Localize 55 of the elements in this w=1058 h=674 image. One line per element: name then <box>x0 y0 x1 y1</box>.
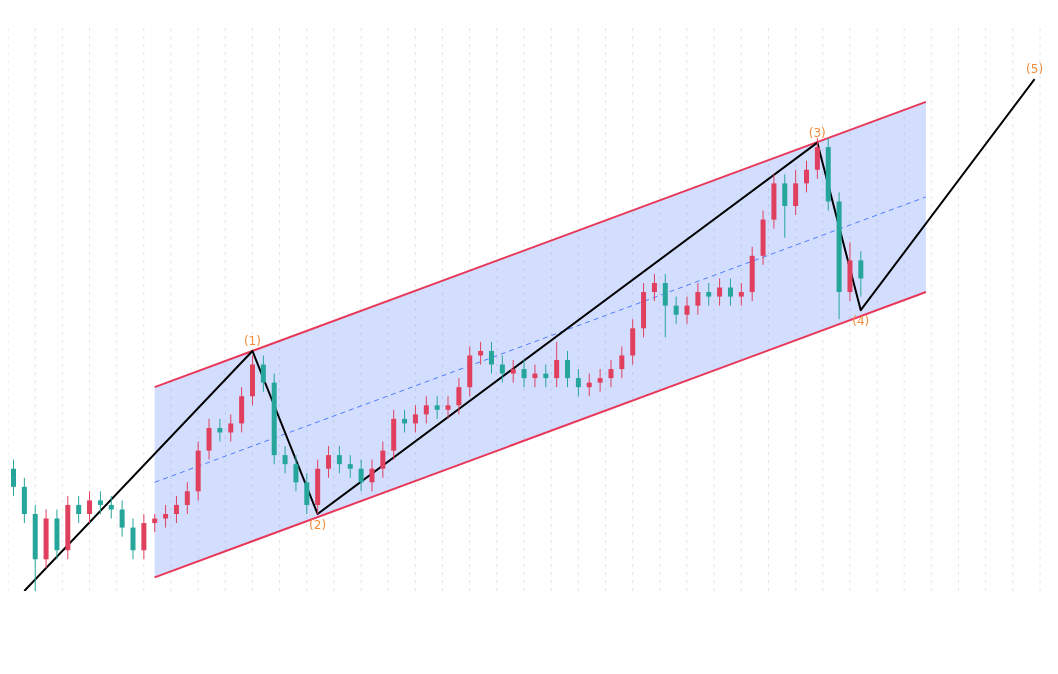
candlestick <box>597 368 603 393</box>
candlestick <box>87 490 93 524</box>
candlestick <box>706 282 712 307</box>
candlestick <box>336 445 342 474</box>
candlestick <box>97 490 103 515</box>
candlestick <box>804 160 810 193</box>
candlestick <box>11 459 16 497</box>
candlestick <box>510 359 516 384</box>
candlestick <box>282 445 288 474</box>
annotation: (4) <box>852 313 870 328</box>
annotation: (2) <box>309 517 327 532</box>
text: (5) <box>1026 62 1044 77</box>
annotation: (3) <box>808 125 826 140</box>
candlestick <box>423 395 429 424</box>
candlestick <box>814 137 820 180</box>
candlestick <box>619 345 625 379</box>
candlestick <box>554 341 560 388</box>
candlestick <box>488 341 494 375</box>
candlestick <box>782 173 788 239</box>
candlestick <box>793 169 799 216</box>
candlestick <box>293 454 299 492</box>
candlestick <box>651 273 657 302</box>
candlestick <box>369 459 375 492</box>
candlestick <box>456 377 462 415</box>
candlestick <box>575 368 581 397</box>
candlestick <box>76 495 82 524</box>
candlestick <box>858 250 864 298</box>
candlestick <box>499 354 505 384</box>
candlestick <box>717 277 723 307</box>
candlestick <box>358 459 364 492</box>
candlestick <box>412 404 418 433</box>
candlestick <box>565 350 571 388</box>
candlestick <box>184 481 190 515</box>
candlestick <box>608 359 614 388</box>
candlestick <box>173 495 179 524</box>
annotation: (1) <box>243 333 261 348</box>
candlestick <box>684 296 690 325</box>
candlestick <box>347 454 353 479</box>
candlestick <box>163 504 169 529</box>
candlestick <box>119 499 125 538</box>
candlestick <box>304 472 310 515</box>
candlestick <box>673 296 679 325</box>
candlestick <box>727 277 733 307</box>
candlestick <box>228 413 234 443</box>
candlestick <box>738 282 744 307</box>
candlestick <box>662 273 668 338</box>
candlestick <box>380 441 386 479</box>
candlestick <box>206 418 212 461</box>
candlestick <box>434 395 440 420</box>
candlestick <box>326 445 332 479</box>
candlestick <box>521 359 527 388</box>
candlestick <box>445 395 451 420</box>
candlestick <box>130 518 136 560</box>
candlestick <box>260 354 266 393</box>
candlestick <box>695 282 701 316</box>
